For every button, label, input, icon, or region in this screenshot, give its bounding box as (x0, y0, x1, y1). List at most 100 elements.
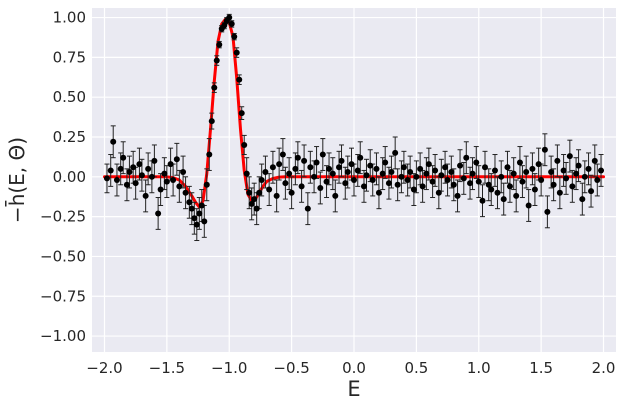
y-tick-label: −0.75 (40, 287, 86, 305)
data-point (170, 177, 177, 183)
data-point (248, 200, 255, 207)
data-point (473, 159, 480, 166)
data-point (435, 189, 442, 196)
data-point (196, 210, 203, 217)
data-point (323, 178, 330, 185)
data-point (548, 169, 555, 176)
data-point (591, 157, 598, 164)
data-point (463, 154, 470, 161)
data-point (544, 208, 551, 215)
y-tick-label: −0.50 (40, 247, 86, 265)
data-point (357, 154, 364, 161)
data-point (581, 173, 588, 180)
x-tick-label: −1.0 (211, 359, 247, 377)
data-point (525, 202, 532, 209)
data-point (479, 197, 486, 204)
data-point (238, 110, 245, 117)
y-tick-labels: −1.00 −0.75 −0.50 −0.25 0.00 0.25 0.50 0.75 1.00 (40, 9, 86, 346)
data-point (329, 170, 336, 177)
y-tick-label: 0.25 (53, 128, 86, 146)
data-point (251, 196, 258, 203)
data-point (469, 170, 476, 177)
data-point (211, 84, 218, 91)
data-point (298, 183, 305, 190)
data-point (392, 149, 399, 156)
y-tick-label: 0.00 (53, 168, 86, 186)
data-point (407, 169, 414, 176)
data-point (148, 173, 155, 180)
data-point (569, 183, 576, 190)
data-point (413, 173, 420, 180)
data-point (301, 157, 308, 164)
data-point (491, 167, 498, 174)
data-point (494, 189, 501, 196)
data-point (103, 175, 110, 182)
data-point (550, 181, 557, 188)
y-tick-label: 1.00 (53, 9, 86, 27)
x-tick-label: 2.0 (592, 359, 616, 377)
x-tick-label: −2.0 (86, 359, 122, 377)
data-point (317, 184, 324, 191)
data-point (444, 177, 451, 183)
data-point (191, 215, 198, 222)
x-tick-label: 1.0 (467, 359, 491, 377)
data-point (375, 189, 382, 196)
data-point (288, 189, 295, 196)
data-point (151, 157, 158, 164)
data-point (529, 165, 536, 172)
data-point (531, 186, 538, 193)
data-point (130, 164, 137, 171)
y-tick-label: −1.00 (40, 327, 86, 345)
data-point (145, 165, 152, 172)
data-point (142, 192, 149, 199)
y-axis-label: −h̄(E, Θ) (4, 137, 29, 223)
data-point (206, 151, 213, 158)
data-point (258, 177, 265, 183)
data-point (442, 164, 449, 171)
data-point (273, 192, 280, 199)
data-point (307, 164, 314, 171)
data-point (504, 164, 511, 171)
y-tick-label: 0.50 (53, 88, 86, 106)
data-point (173, 156, 180, 163)
data-point (535, 161, 542, 168)
data-point (588, 188, 595, 195)
data-point (241, 141, 248, 148)
data-point (488, 186, 495, 193)
data-point (394, 181, 401, 188)
data-point (579, 196, 586, 203)
data-point (594, 177, 601, 183)
data-point (398, 173, 405, 180)
data-point (523, 169, 530, 176)
data-point (388, 169, 395, 176)
data-point (475, 178, 482, 185)
data-point (573, 170, 580, 177)
data-point (182, 189, 189, 196)
data-point (385, 180, 392, 187)
x-tick-label: 0.5 (404, 359, 428, 377)
data-point (113, 177, 120, 183)
data-point (482, 164, 488, 171)
data-point (117, 165, 124, 172)
data-point (448, 169, 455, 176)
data-point (266, 186, 273, 193)
data-point (336, 164, 343, 171)
data-point (519, 178, 526, 185)
data-point (243, 170, 250, 177)
x-tick-label: −1.5 (149, 359, 185, 377)
data-point (400, 164, 407, 171)
data-point (319, 151, 326, 158)
data-point (276, 161, 283, 168)
data-point (213, 57, 220, 64)
data-point (136, 161, 143, 168)
data-point (373, 165, 380, 172)
y-tick-label: 0.75 (53, 48, 86, 66)
data-point (262, 169, 269, 176)
data-point (585, 165, 592, 172)
data-point (304, 205, 311, 212)
data-point (120, 154, 127, 161)
data-point (354, 167, 361, 174)
data-point (107, 167, 114, 174)
